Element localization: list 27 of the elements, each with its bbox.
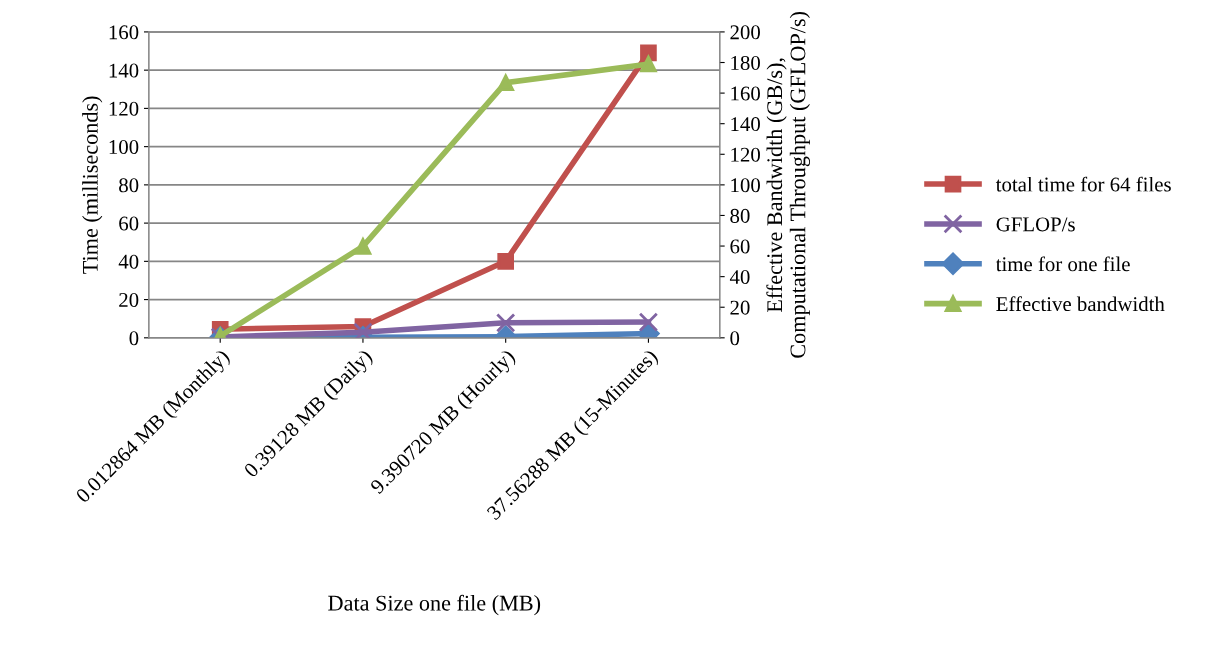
y2-axis-title: Effective Bandwidth (GB/s), Computational Throughput (GFLOP/s) <box>766 11 811 358</box>
y-axis-title: Time (milliseconds) <box>82 96 103 274</box>
y2-tick-label: 80 <box>730 208 750 223</box>
y2-tick-label: 100 <box>731 178 760 193</box>
y2-tick-label: 180 <box>731 55 760 70</box>
y2-tick-label: 120 <box>731 147 760 162</box>
y-tick-label: 80 <box>119 178 139 193</box>
y-tick-label: 40 <box>118 254 139 269</box>
y-tick-label: 160 <box>109 25 139 40</box>
y2-tick-label: 0 <box>730 331 740 346</box>
x-axis-title: Data Size one file (MB) <box>328 594 541 616</box>
y-tick-label: 20 <box>119 292 139 308</box>
y-tick-label: 120 <box>109 101 139 116</box>
y2-tick-label: 200 <box>730 25 760 40</box>
y2-tick-label: 60 <box>730 239 750 254</box>
legend-label: total time for 64 files <box>995 176 1171 192</box>
y-tick-label: 100 <box>109 140 139 155</box>
y2-tick-label: 160 <box>731 86 760 101</box>
legend-label: time for one file <box>995 256 1130 272</box>
y2-tick-label: 140 <box>731 117 760 132</box>
y-tick-label: 0 <box>129 331 139 346</box>
y2-tick-label: 40 <box>729 270 750 285</box>
y-tick-label: 60 <box>119 216 139 231</box>
legend-label: Effective bandwidth <box>996 296 1165 312</box>
legend-label: GFLOP/s <box>996 217 1075 232</box>
y2-tick-label: 20 <box>730 300 750 315</box>
y-tick-label: 140 <box>109 63 139 78</box>
